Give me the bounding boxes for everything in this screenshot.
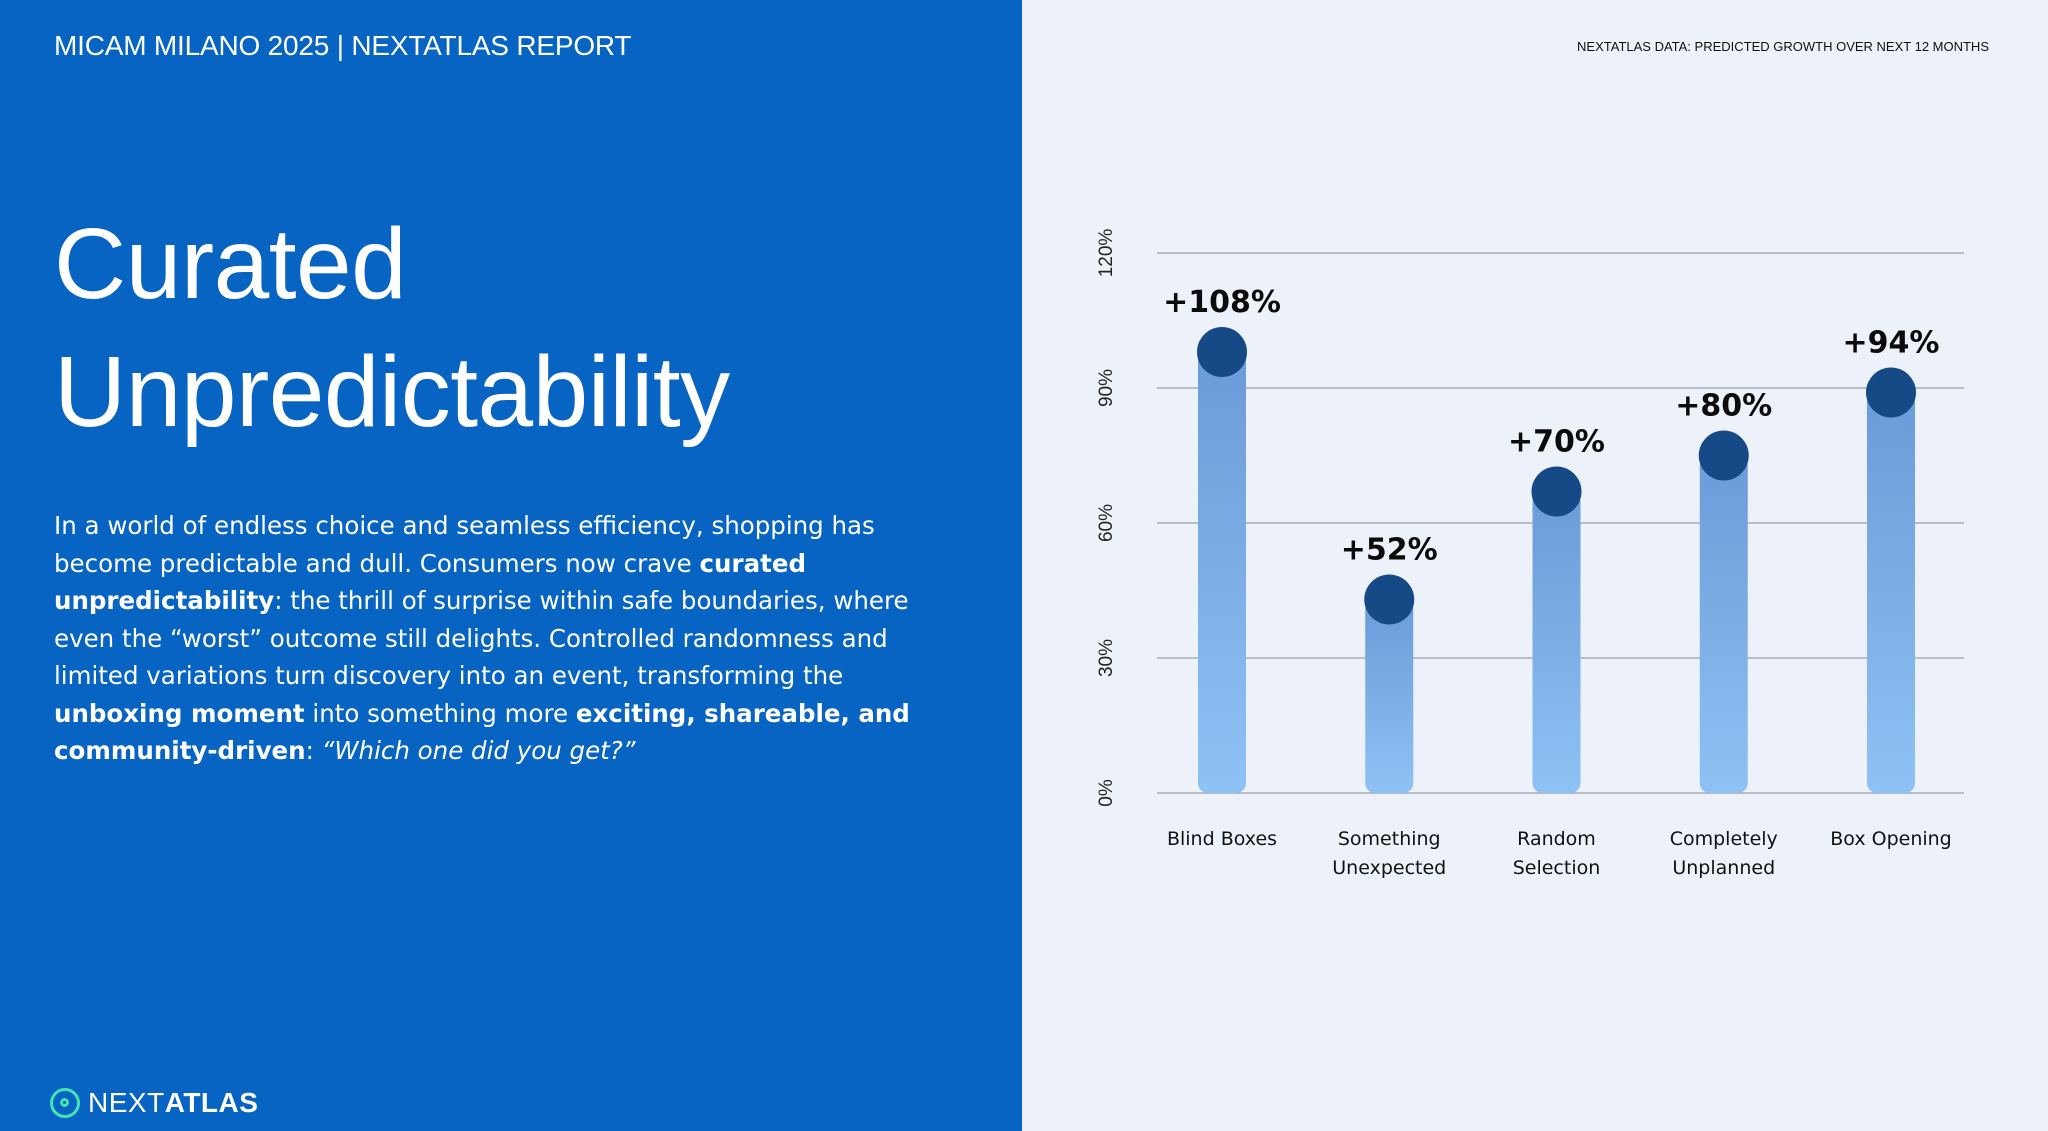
page-title-line-1: Curated xyxy=(54,208,407,320)
x-category-label: Box Opening xyxy=(1830,828,1952,850)
body-text-1: In a world of endless choice and seamles… xyxy=(54,511,875,578)
y-tick-label: 0% xyxy=(1096,779,1117,807)
body-bold-2: unboxing moment xyxy=(54,698,305,728)
y-tick-label: 60% xyxy=(1096,504,1117,542)
body-bold-1: curated unpredictability xyxy=(54,548,806,616)
bar-cap-dot xyxy=(1197,327,1247,377)
left-panel: MICAM MILANO 2025 | NEXTATLAS REPORT Cur… xyxy=(0,0,1022,1131)
data-label: +80% xyxy=(1675,389,1772,424)
x-category-label-line: Completely xyxy=(1670,828,1778,850)
chart-data-labels: +108% +52% +70% +80% +94% xyxy=(1163,285,1939,568)
body-bold-3: exciting, shareable, and community-drive… xyxy=(54,698,910,766)
body-text-2: : the thrill of surprise within safe bou… xyxy=(54,586,909,690)
x-category-label-line: Blind Boxes xyxy=(1167,828,1277,850)
chart-bars xyxy=(1197,327,1916,793)
chart-caption: NEXTATLAS DATA: PREDICTED GROWTH OVER NE… xyxy=(1577,39,1989,54)
data-label: +108% xyxy=(1163,285,1281,320)
bar-cap-dot xyxy=(1531,466,1582,517)
report-header: MICAM MILANO 2025 | NEXTATLAS REPORT xyxy=(54,30,632,61)
x-category-label: Random Selection xyxy=(1513,828,1601,879)
bar-cap-dot xyxy=(1698,430,1749,481)
bar xyxy=(1532,491,1581,793)
nextatlas-logo-icon xyxy=(50,1088,80,1118)
body-paragraph: In a world of endless choice and seamles… xyxy=(54,507,914,770)
x-category-label-line: Random xyxy=(1517,828,1596,850)
y-tick-label: 120% xyxy=(1096,229,1117,278)
page-title-line-2: Unpredictability xyxy=(54,336,730,448)
body-quote: “Which one did you get?” xyxy=(321,736,636,765)
x-category-label-line: Unexpected xyxy=(1332,857,1446,879)
x-category-label-line: Box Opening xyxy=(1830,828,1952,850)
bar xyxy=(1198,352,1246,793)
bar-cap-dot xyxy=(1364,574,1415,625)
x-category-label-line: Selection xyxy=(1513,857,1601,879)
bar xyxy=(1867,392,1915,793)
bar-cap-dot xyxy=(1866,367,1916,418)
y-axis-ticks: 0% 30% 60% 90% 120% xyxy=(1096,229,1117,807)
nextatlas-logo: NEXTATLAS xyxy=(50,1085,258,1121)
x-category-label: Blind Boxes xyxy=(1167,828,1277,850)
x-category-label: Completely Unplanned xyxy=(1670,828,1778,879)
body-text-3: into something more xyxy=(304,698,576,728)
data-label: +70% xyxy=(1508,425,1605,460)
y-tick-label: 30% xyxy=(1096,639,1117,677)
bar xyxy=(1365,599,1414,793)
x-category-label: Something Unexpected xyxy=(1332,828,1446,879)
nextatlas-logo-wordmark: NEXTATLAS xyxy=(88,1087,259,1118)
data-label: +52% xyxy=(1341,533,1438,568)
body-text-4: : xyxy=(305,736,322,765)
page-title: Curated Unpredictability xyxy=(54,200,730,456)
x-axis-labels: Blind Boxes Something Unexpected Random Sele… xyxy=(1167,828,1952,879)
x-category-label-line: Unplanned xyxy=(1672,857,1775,879)
growth-bar-chart: 0% 30% 60% 90% 120% +108% +52% +70% +80% +94% Bl… xyxy=(1096,229,1964,879)
data-label: +94% xyxy=(1843,326,1940,361)
bar xyxy=(1699,455,1748,793)
y-tick-label: 90% xyxy=(1096,369,1117,407)
x-category-label-line: Something xyxy=(1338,828,1441,850)
